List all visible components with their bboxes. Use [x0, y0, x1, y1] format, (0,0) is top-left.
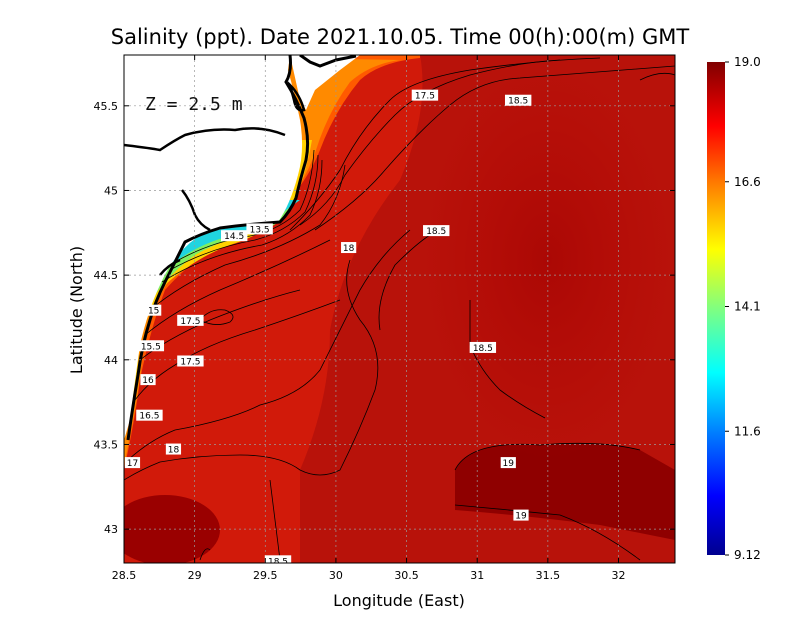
y-tick-label: 45: [104, 184, 118, 197]
coastline: [126, 55, 310, 441]
y-axis-ticks: 43 43.5 44 44.5 45 45.5: [94, 100, 675, 536]
contour-label-box: [140, 374, 156, 386]
gridlines: [124, 55, 675, 563]
depth-label: Z = 2.5 m: [145, 94, 243, 115]
y-tick-label: 44.5: [94, 269, 119, 282]
y-tick-label: 45.5: [94, 100, 119, 113]
contour-label: 18.5: [426, 227, 446, 237]
x-tick-label: 30: [329, 569, 343, 582]
contour-label: 16: [142, 376, 154, 386]
contour-label-box: [246, 223, 273, 235]
colorbar-tick-label: 9.12: [734, 548, 761, 562]
contour-lines: [124, 57, 675, 561]
colorbar-tick-label: 11.6: [734, 424, 761, 438]
colorbar-tick-label: 16.6: [734, 175, 761, 189]
plot-area: 17.5 18.5 13.5 14.5 18 18.5 15 17.5 15.5 17.5 18.5…: [124, 55, 675, 567]
contour-label-box: [124, 457, 141, 469]
contour-label: 15.5: [141, 342, 161, 352]
x-tick-label: 29: [188, 569, 202, 582]
x-tick-label: 32: [611, 569, 625, 582]
chart-title: Salinity (ppt). Date 2021.10.05. Time 00…: [111, 25, 690, 49]
x-axis-label: Longitude (East): [333, 591, 465, 610]
contour-label: 13.5: [250, 225, 270, 235]
plot-frame: [123, 54, 676, 564]
contour-label: 18: [168, 446, 180, 456]
contour-label-box: [137, 340, 165, 352]
x-axis-ticks: 28.5 29 29.5 30 30.5 31 31.5 32: [112, 55, 625, 582]
contour-label: 15: [148, 307, 159, 317]
x-tick-label: 31.5: [536, 569, 561, 582]
contour-label: 17.5: [415, 92, 435, 102]
contour-label: 18.5: [268, 557, 288, 567]
colorbar-ticks: 19.0 16.6 14.1 11.6 9.12: [725, 55, 761, 562]
y-tick-label: 44: [104, 354, 118, 367]
contour-label: 16.5: [139, 412, 159, 422]
x-tick-label: 28.5: [112, 569, 137, 582]
y-tick-label: 43: [104, 523, 118, 536]
land-mass-north: [290, 55, 360, 110]
contour-label: 17: [127, 459, 138, 469]
x-tick-label: 29.5: [253, 569, 278, 582]
contour-label: 18.5: [508, 97, 528, 107]
contour-label-box: [177, 314, 204, 326]
lake-outline: [287, 80, 306, 112]
contour-label: 17.5: [180, 357, 200, 367]
contour-label: 19: [503, 459, 515, 469]
contour-label-box: [177, 355, 204, 367]
contour-label-box: [513, 509, 529, 521]
contour-label-box: [165, 443, 182, 455]
contour-label: 17.5: [180, 317, 200, 327]
contour-label: 18.5: [473, 344, 493, 354]
contour-label-box: [500, 457, 516, 469]
contour-label-box: [221, 230, 248, 242]
y-axis-label: Latitude (North): [67, 246, 86, 374]
contour-label-box: [504, 94, 532, 106]
x-tick-label: 30.5: [394, 569, 419, 582]
contour-label-box: [411, 89, 439, 101]
contour-label: 19: [515, 512, 527, 522]
x-tick-label: 31: [470, 569, 484, 582]
colorbar-tick-label: 14.1: [734, 300, 761, 314]
contour-label-box: [341, 242, 357, 254]
contour-label-box: [136, 409, 163, 421]
contour-label-box: [423, 225, 450, 237]
y-tick-label: 43.5: [94, 438, 119, 451]
contour-label-box: [264, 555, 292, 563]
contour-label: 14.5: [224, 232, 244, 242]
salinity-field-max-sw: [124, 495, 220, 563]
contour-label: 18: [343, 244, 355, 254]
coastline-north: [299, 55, 357, 68]
inland-boundary: [124, 127, 286, 276]
colorbar-tick-label: 19.0: [734, 55, 761, 69]
land-mass: [124, 55, 303, 440]
contour-label-box: [469, 341, 497, 353]
contour-label-box: [146, 304, 162, 316]
contour-label-layer: 17.5 18.5 13.5 14.5 18 18.5 15 17.5 15.5 17.5 18.5…: [124, 89, 532, 567]
colorbar: [707, 62, 725, 555]
